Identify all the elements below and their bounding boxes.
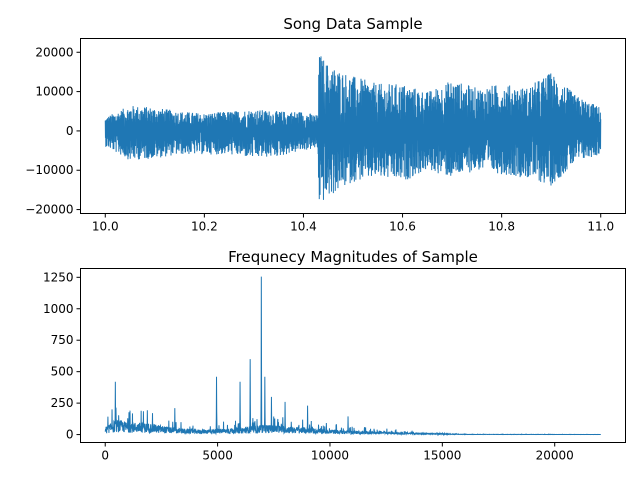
frequency-magnitude-line	[104, 276, 601, 437]
frequency-magnitude-x-tick-label: 20000	[536, 449, 574, 463]
frequency-magnitude-subplot: Frequnecy Magnitudes of Sample 0 5000 1000…	[43, 248, 626, 463]
song-data-x-tick-label: 11.0	[587, 220, 614, 234]
frequency-magnitude-x-tick-label: 0	[101, 449, 109, 463]
frequency-magnitude-x-tick-label: 15000	[423, 449, 461, 463]
song-data-x-tick-label: 10.4	[290, 220, 317, 234]
frequency-magnitude-axes-frame	[80, 268, 626, 443]
frequency-magnitude-y-ticks: 0 250 500 750 1000 1250	[43, 270, 81, 442]
song-data-y-tick-label: 10000	[35, 85, 73, 99]
frequency-magnitude-y-tick-label: 500	[51, 365, 74, 379]
frequency-magnitude-y-tick-label: 250	[51, 396, 74, 410]
frequency-magnitude-title: Frequnecy Magnitudes of Sample	[228, 248, 478, 266]
song-data-title: Song Data Sample	[283, 15, 422, 33]
frequency-magnitude-y-tick-label: 1250	[43, 270, 74, 284]
frequency-magnitude-x-ticks: 0 5000 10000 15000 20000	[101, 442, 574, 463]
song-data-y-ticks: −20000 −10000 0 10000 20000	[25, 45, 81, 217]
song-data-x-tick-label: 10.2	[191, 220, 218, 234]
frequency-magnitude-y-tick-label: 1000	[43, 302, 74, 316]
frequency-magnitude-y-tick-label: 0	[66, 428, 74, 442]
song-data-y-tick-label: 20000	[35, 45, 73, 59]
song-data-x-ticks: 10.0 10.2 10.4 10.6 10.8 11.0	[92, 213, 614, 234]
frequency-magnitude-x-tick-label: 10000	[311, 449, 349, 463]
song-data-y-tick-label: −20000	[25, 203, 73, 217]
song-data-x-tick-label: 10.0	[92, 220, 119, 234]
frequency-magnitude-y-tick-label: 750	[51, 333, 74, 347]
song-data-x-tick-label: 10.8	[488, 220, 515, 234]
song-data-subplot: Song Data Sample 10.0 10.2 10.4 10.6 10.8 11.…	[25, 15, 626, 234]
song-data-axes-frame	[80, 38, 626, 214]
song-data-y-tick-label: 0	[66, 124, 74, 138]
song-data-y-tick-label: −10000	[25, 163, 73, 177]
song-data-waveform-line	[104, 56, 602, 200]
frequency-magnitude-x-tick-label: 5000	[202, 449, 233, 463]
song-data-x-tick-label: 10.6	[389, 220, 416, 234]
